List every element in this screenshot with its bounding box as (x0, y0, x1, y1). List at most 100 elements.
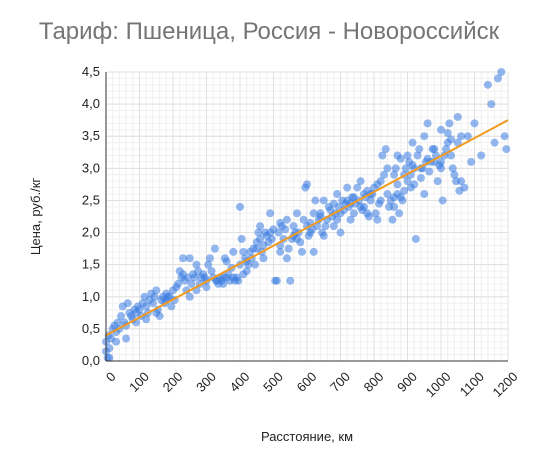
data-point (303, 180, 311, 189)
data-point (487, 100, 496, 109)
data-point (378, 151, 387, 160)
data-point (343, 183, 352, 192)
data-point (311, 196, 320, 205)
data-point (470, 119, 479, 128)
data-point (371, 209, 380, 218)
trendline-path (105, 119, 509, 337)
y-tick-label: 0,0 (82, 353, 100, 368)
data-point (152, 286, 161, 295)
data-point (403, 177, 412, 186)
axes (105, 72, 508, 362)
y-tick-label: 4,0 (82, 96, 100, 111)
data-point (400, 186, 409, 195)
data-point (321, 222, 330, 231)
y-tick-label: 2,5 (82, 192, 100, 207)
data-point (460, 183, 469, 192)
data-point (179, 270, 188, 279)
data-point (437, 157, 445, 166)
x-tick-label: 1200 (489, 369, 520, 400)
y-tick-label: 3,0 (82, 160, 100, 175)
x-tick-label: 1000 (422, 369, 453, 400)
data-point (391, 164, 400, 173)
data-point (416, 173, 425, 182)
data-point (381, 145, 390, 154)
data-points (102, 68, 511, 362)
data-point (309, 247, 318, 256)
data-point (205, 254, 214, 263)
data-point (229, 273, 238, 282)
data-point (490, 138, 499, 147)
data-point (438, 196, 447, 205)
data-point (457, 132, 466, 141)
x-tick-label: 500 (260, 369, 286, 395)
data-point (336, 228, 345, 237)
data-point (443, 129, 452, 138)
data-point (353, 183, 362, 192)
data-point (286, 276, 295, 285)
data-point (500, 132, 509, 141)
data-point (266, 209, 275, 218)
data-point (297, 247, 306, 256)
data-point (329, 222, 338, 231)
data-point (282, 254, 291, 263)
x-tick-label: 0 (103, 369, 119, 385)
data-point (502, 145, 511, 154)
data-point (349, 193, 358, 202)
data-point (289, 222, 298, 231)
data-point (333, 215, 342, 224)
data-point (356, 177, 365, 186)
data-point (373, 180, 382, 189)
data-point (395, 209, 404, 218)
data-point (329, 199, 338, 208)
data-point (142, 315, 151, 324)
data-point (415, 145, 424, 154)
data-point (403, 151, 412, 160)
chart-title: Тариф: Пшеница, Россия - Новороссийск (38, 18, 500, 45)
data-point (346, 215, 355, 224)
data-point (105, 344, 114, 353)
data-point (276, 247, 285, 256)
y-tick-label: 3,5 (82, 128, 100, 143)
data-point (448, 164, 457, 173)
data-point (281, 225, 290, 234)
data-point (174, 279, 183, 288)
x-tick-label: 400 (227, 369, 253, 395)
data-point (256, 222, 265, 231)
data-point (430, 145, 439, 154)
data-point (447, 135, 456, 144)
data-point (401, 164, 410, 173)
data-point (242, 267, 251, 276)
data-point (383, 190, 392, 199)
x-tick-label: 1100 (457, 369, 487, 399)
data-point (292, 234, 301, 243)
data-point (333, 190, 342, 199)
data-point (122, 334, 131, 343)
data-point (202, 283, 211, 292)
data-point (150, 292, 159, 301)
data-point (254, 228, 263, 237)
data-point (167, 302, 176, 311)
data-point (319, 231, 328, 240)
data-point (319, 196, 328, 205)
data-point (113, 318, 122, 327)
data-point (447, 151, 456, 160)
y-tick-label: 0,5 (82, 321, 100, 336)
data-point (142, 302, 151, 311)
data-point (437, 164, 445, 173)
data-point (453, 112, 462, 121)
data-point (406, 183, 415, 192)
data-point (380, 170, 389, 179)
data-point (309, 209, 318, 218)
data-point (388, 215, 397, 224)
data-point (390, 202, 399, 211)
y-axis-title: Цена, руб./кг (28, 178, 43, 256)
data-point (185, 292, 194, 301)
data-point (420, 132, 429, 141)
data-point (433, 177, 442, 186)
data-point (366, 196, 375, 205)
y-axis-ticks: 0,0 0,5 1,0 1,5 2,0 2,5 3,0 3,5 4,0 4,5 (82, 64, 100, 368)
data-point (425, 167, 434, 176)
trendline (105, 119, 509, 337)
data-point (390, 170, 399, 179)
